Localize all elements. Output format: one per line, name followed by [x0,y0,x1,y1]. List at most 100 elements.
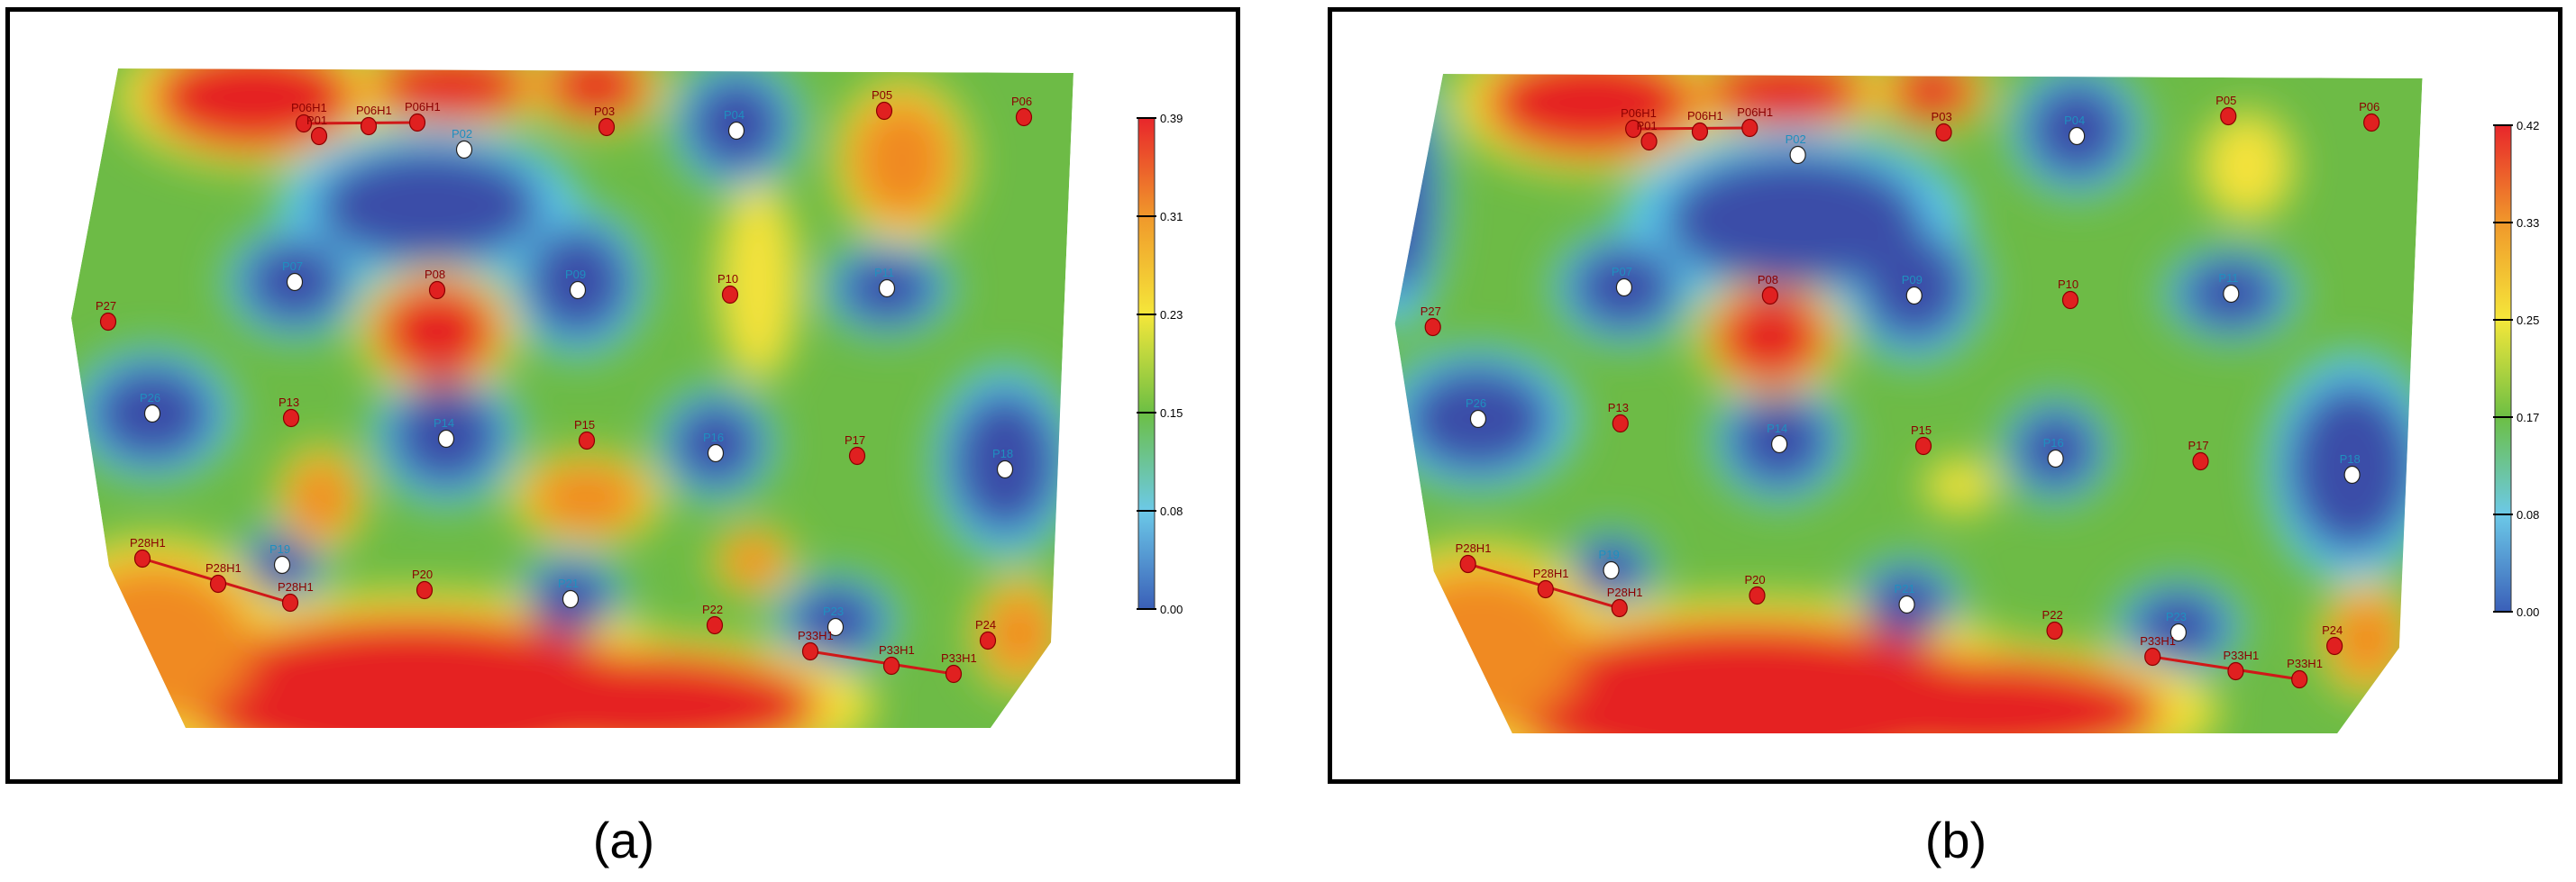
production-well-marker [2291,669,2308,689]
contour-high-zone [983,588,1055,678]
production-well-marker [1459,554,1476,574]
contour-map [71,68,1073,728]
injection-well-marker [455,140,473,159]
production-well-marker [2046,621,2063,641]
panel-b-caption: (b) [1924,812,1987,868]
contour-map [1394,74,2423,733]
production-well-marker [1935,123,1952,142]
well-label: P06H1 [405,100,441,114]
production-well-marker [99,312,117,332]
well-label: P17 [2188,439,2209,452]
injection-well-marker [2047,449,2064,468]
contour-high-zone [722,534,785,588]
colorbar-tick-label: 0.23 [1160,308,1183,322]
well-label: P27 [96,299,116,313]
production-well-marker [408,113,426,132]
colorbar-tick-label: 0.08 [2517,508,2539,522]
injection-well-marker [2343,465,2361,485]
well-label: P33H1 [879,643,915,657]
well-label: P18 [2340,452,2361,466]
well-label: P06 [2359,100,2380,114]
injection-well-marker [143,404,161,423]
production-well-marker [1424,317,1441,337]
production-well-marker [428,280,446,300]
contour-high-zone [1713,290,1828,384]
contour-high-zone [1923,459,1997,513]
well-label: P19 [269,542,290,556]
production-well-marker [281,593,299,613]
production-well-marker [2220,106,2237,126]
production-well-marker [1761,286,1778,305]
well-label: P33H1 [2140,634,2176,648]
horizontal-well-trace [2151,655,2300,681]
production-well-marker [2326,636,2343,656]
well-label: P33H1 [2287,657,2323,670]
production-well-marker [1749,586,1766,605]
colorbar-gradient [2494,124,2512,613]
colorbar-tick-label: 0.33 [2517,216,2539,230]
production-well-marker [282,408,300,428]
contour-low-zone [316,147,542,264]
contour-high-zone [850,97,955,223]
well-label: P33H1 [941,651,977,665]
well-label: P06H1 [1737,105,1773,119]
contour-high-zone [2330,594,2404,684]
well-label: P28H1 [1456,541,1492,555]
production-well-marker [2363,113,2380,132]
well-label: P04 [724,108,744,122]
contour-high-zone [542,68,650,122]
injection-well-marker [1898,595,1915,614]
well-label: P07 [1612,265,1632,278]
contour-high-zone [1794,657,2164,733]
well-label: P01 [306,114,327,127]
well-label: P23 [823,605,844,618]
well-label: P17 [845,433,865,447]
contour-high-zone [287,458,355,539]
well-label: P22 [702,603,723,616]
panel-b-frame: P06H1 P01 P06H1 P06H1 P02 P03 P04 P05 P06 P07 P08 P… [1328,7,2562,784]
production-well-marker [416,580,434,600]
colorbar-tick-label: 0.39 [1160,112,1183,125]
colorbar-tick-label: 0.17 [2517,411,2539,424]
well-label: P20 [412,568,433,581]
well-label: P27 [1420,305,1441,318]
well-label: P21 [558,577,579,590]
injection-well-marker [727,121,745,141]
injection-well-marker [996,459,1014,479]
contour-high-zone [376,282,498,381]
injection-well-marker [1905,286,1923,305]
contour-low-zone [1394,98,1434,296]
well-label: P06H1 [1621,106,1657,120]
production-well-marker [310,126,328,146]
well-label: P10 [717,272,738,286]
well-label: P20 [1745,573,1766,586]
panel-a-frame: P06H1 P01 P06H1 P06H1 P02 P03 P04 P05 P06 P07 P08 P… [5,7,1240,784]
injection-well-marker [2069,126,2086,146]
contour-high-zone [1484,74,1697,157]
production-well-marker [2144,647,2161,667]
well-label: P26 [140,391,160,405]
injection-well-marker [2170,623,2188,642]
injection-well-marker [878,278,896,298]
contour-high-zone [717,183,799,381]
well-label: P33H1 [2223,649,2259,662]
well-label: P06 [1011,95,1032,108]
contour-high-zone [2200,112,2293,220]
injection-well-marker [437,429,455,449]
production-well-marker [295,114,313,133]
production-well-marker [945,664,963,684]
colorbar-tick-label: 0.25 [2517,314,2539,327]
production-well-marker [1015,107,1033,127]
well-label: P13 [279,396,299,409]
well-label: P26 [1466,396,1486,410]
well-label: P02 [1786,132,1806,146]
colorbar-tick-label: 0.31 [1160,210,1183,223]
well-label: P08 [425,268,445,281]
well-label: P03 [594,105,615,118]
well-label: P01 [1637,119,1658,132]
production-well-marker [2061,290,2079,310]
well-label: P10 [2058,277,2078,291]
well-label: P03 [1932,110,1952,123]
production-well-marker [882,656,900,676]
injection-well-marker [562,589,580,609]
